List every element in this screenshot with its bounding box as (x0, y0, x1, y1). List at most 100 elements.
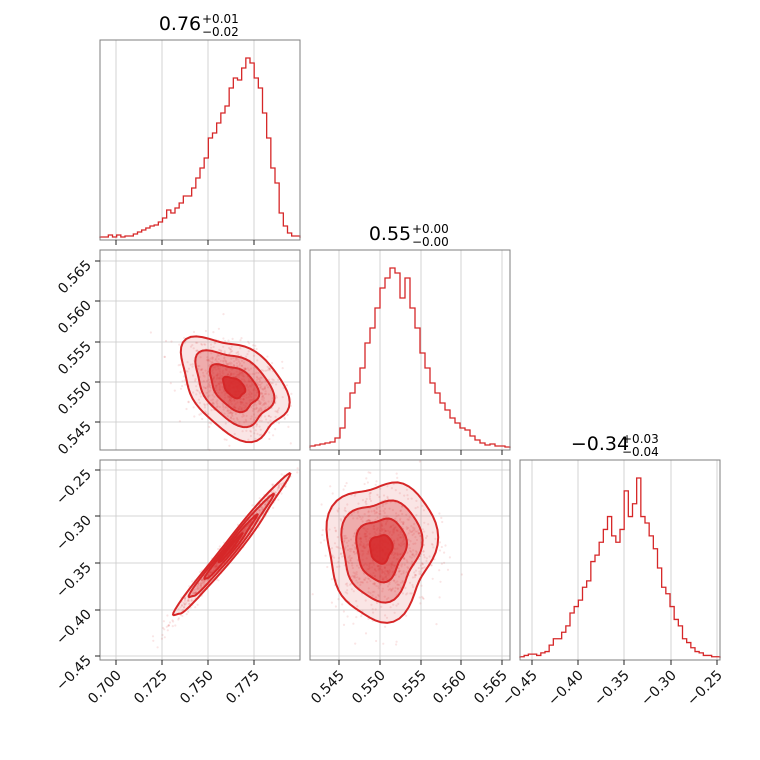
scatter-point (421, 595, 424, 599)
scatter-point (356, 605, 359, 608)
scatter-point (162, 620, 165, 623)
scatter-point (388, 583, 391, 586)
scatter-point (367, 515, 370, 518)
scatter-point (259, 386, 262, 389)
scatter-point (240, 364, 243, 368)
scatter-point (219, 359, 222, 362)
scatter-point (346, 582, 349, 585)
scatter-point (172, 620, 175, 623)
scatter-point (167, 624, 170, 627)
scatter-point (346, 584, 349, 587)
scatter-point (216, 354, 219, 357)
scatter-point (379, 583, 382, 586)
scatter-point (189, 345, 193, 348)
scatter-point (186, 361, 189, 364)
scatter-point (181, 614, 184, 618)
scatter-point (339, 547, 342, 550)
scatter-point (412, 542, 415, 546)
scatter-point (194, 606, 197, 609)
scatter-point (156, 646, 159, 649)
scatter-point (422, 550, 425, 553)
scatter-point (201, 582, 204, 585)
scatter-point (353, 541, 356, 545)
scatter-point (411, 529, 414, 532)
scatter-point (405, 559, 408, 562)
title-upper-error: +0.01 (202, 12, 239, 26)
scatter-point (225, 438, 228, 441)
scatter-point (354, 576, 357, 579)
scatter-point (351, 564, 354, 567)
scatter-point (431, 577, 434, 580)
scatter-point (221, 402, 224, 405)
scatter-point (277, 484, 280, 487)
scatter-point (350, 548, 353, 551)
scatter-point (182, 601, 185, 605)
scatter-point (206, 358, 209, 361)
scatter-point (416, 506, 419, 509)
scatter-point (345, 536, 348, 540)
scatter-point (233, 432, 236, 436)
scatter-point (255, 422, 258, 426)
x-tick-label: −0.30 (638, 668, 680, 710)
scatter-point (434, 537, 437, 541)
scatter-point (209, 389, 212, 392)
x-tick-label: 0.700 (85, 668, 125, 708)
scatter-point (438, 569, 441, 572)
scatter-point (222, 408, 225, 411)
scatter-point (161, 633, 164, 637)
scatter-point (274, 415, 277, 418)
scatter-point (212, 402, 215, 405)
panel-frame (99, 459, 301, 661)
scatter-point (384, 502, 387, 505)
contour-level (368, 534, 394, 565)
scatter-point (277, 407, 281, 410)
scatter-point (387, 596, 390, 600)
scatter-point (196, 349, 199, 352)
scatter-point (255, 375, 258, 378)
scatter-point (185, 601, 188, 604)
scatter-point (353, 546, 356, 549)
scatter-point (334, 529, 337, 532)
scatter-point (276, 411, 279, 414)
scatter-point (274, 491, 277, 494)
scatter-point (231, 411, 234, 414)
scatter-point (183, 379, 186, 382)
scatter-point (197, 398, 200, 401)
scatter-point (196, 349, 199, 352)
scatter-point (351, 567, 354, 570)
scatter-point (173, 389, 176, 392)
scatter-point (208, 394, 211, 397)
scatter-point (396, 587, 399, 590)
scatter-point (249, 417, 252, 420)
scatter-point (204, 329, 207, 333)
scatter-point (258, 384, 261, 387)
scatter-point (163, 628, 166, 631)
y-tick-label: 0.555 (55, 339, 95, 379)
scatter-point (240, 359, 244, 362)
scatter-point (378, 506, 381, 509)
scatter-point (225, 360, 228, 363)
x-tick-label: 0.750 (177, 668, 217, 708)
scatter-point (421, 566, 424, 570)
scatter-point (195, 341, 198, 344)
scatter-point (207, 378, 210, 381)
scatter-point (187, 367, 191, 370)
scatter-point (245, 414, 248, 417)
scatter-point (194, 591, 197, 594)
scatter-point (210, 361, 213, 364)
scatter-point (330, 547, 334, 550)
scatter-point (263, 403, 266, 406)
scatter-point (187, 401, 190, 404)
scatter-point (198, 586, 201, 589)
scatter-point (365, 503, 368, 506)
scatter-point (413, 528, 416, 532)
scatter-point (209, 386, 212, 389)
scatter-point (266, 369, 269, 372)
scatter-point (169, 382, 172, 385)
scatter-point (367, 510, 370, 513)
scatter-point (260, 369, 263, 372)
scatter-point (333, 542, 337, 545)
param-2-summary-title: 0.55 (369, 223, 411, 245)
scatter-point (355, 600, 358, 603)
scatter-point (350, 562, 354, 565)
